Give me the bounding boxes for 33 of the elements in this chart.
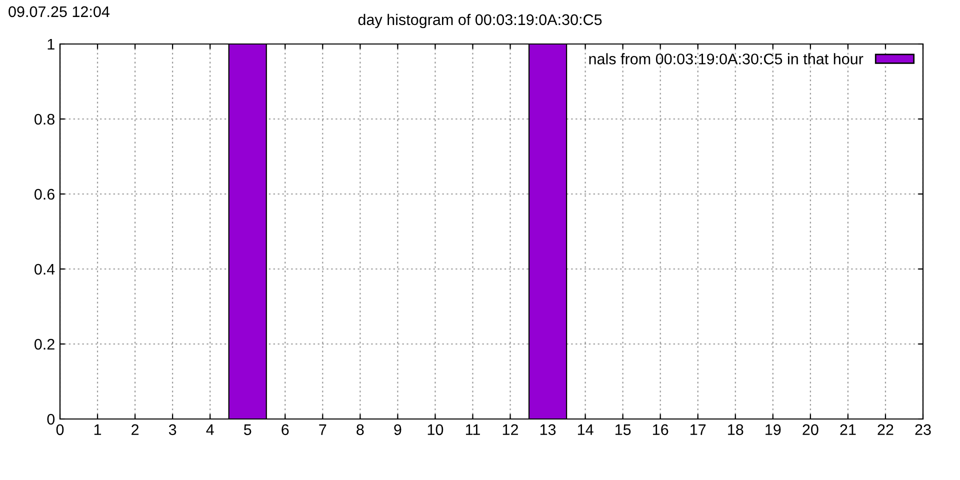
x-tick-label: 5 (244, 424, 252, 436)
x-tick-label: 12 (502, 424, 518, 435)
x-tick-label: 15 (615, 424, 631, 436)
chart-title: day histogram of 00:03:19:0A:30:C5 (358, 14, 602, 28)
x-tick-label: 21 (840, 424, 856, 435)
y-tick-label: 1 (48, 39, 54, 50)
x-tick-label: 19 (766, 424, 781, 436)
x-tick-label: 13 (540, 424, 556, 436)
x-tick-label: 6 (282, 424, 289, 436)
x-tick-label: 14 (578, 424, 594, 435)
y-tick-label: 0.8 (34, 114, 54, 125)
x-tick-label: 17 (690, 424, 706, 435)
x-tick-label: 7 (319, 424, 326, 435)
x-tick-label: 8 (356, 424, 364, 436)
text: 09.07.25 12:04 (8, 6, 110, 18)
y-tick-label: 0.4 (34, 264, 55, 275)
x-tick-label: 10 (428, 424, 444, 436)
x-tick-label: 22 (878, 424, 894, 435)
x-tick-label: 1 (94, 424, 102, 435)
x-tick-label: 11 (466, 424, 480, 435)
x-tick-label: 3 (168, 424, 176, 436)
x-tick-label: 23 (915, 424, 931, 436)
y-tick-label: 0.2 (34, 338, 54, 350)
x-tick-label: 9 (394, 424, 402, 436)
x-tick-label: 0 (56, 424, 64, 436)
y-tick-label: 0.6 (34, 188, 54, 200)
x-tick-label: 18 (728, 424, 744, 436)
x-tick-label: 4 (206, 424, 214, 435)
x-tick-label: 20 (802, 424, 818, 436)
x-tick-label: 2 (132, 424, 139, 435)
legend-label: nals from 00:03:19:0A:30:C5 in that hour (589, 53, 864, 64)
x-tick-label: 16 (653, 424, 668, 436)
y-tick-label: 0 (47, 414, 55, 425)
